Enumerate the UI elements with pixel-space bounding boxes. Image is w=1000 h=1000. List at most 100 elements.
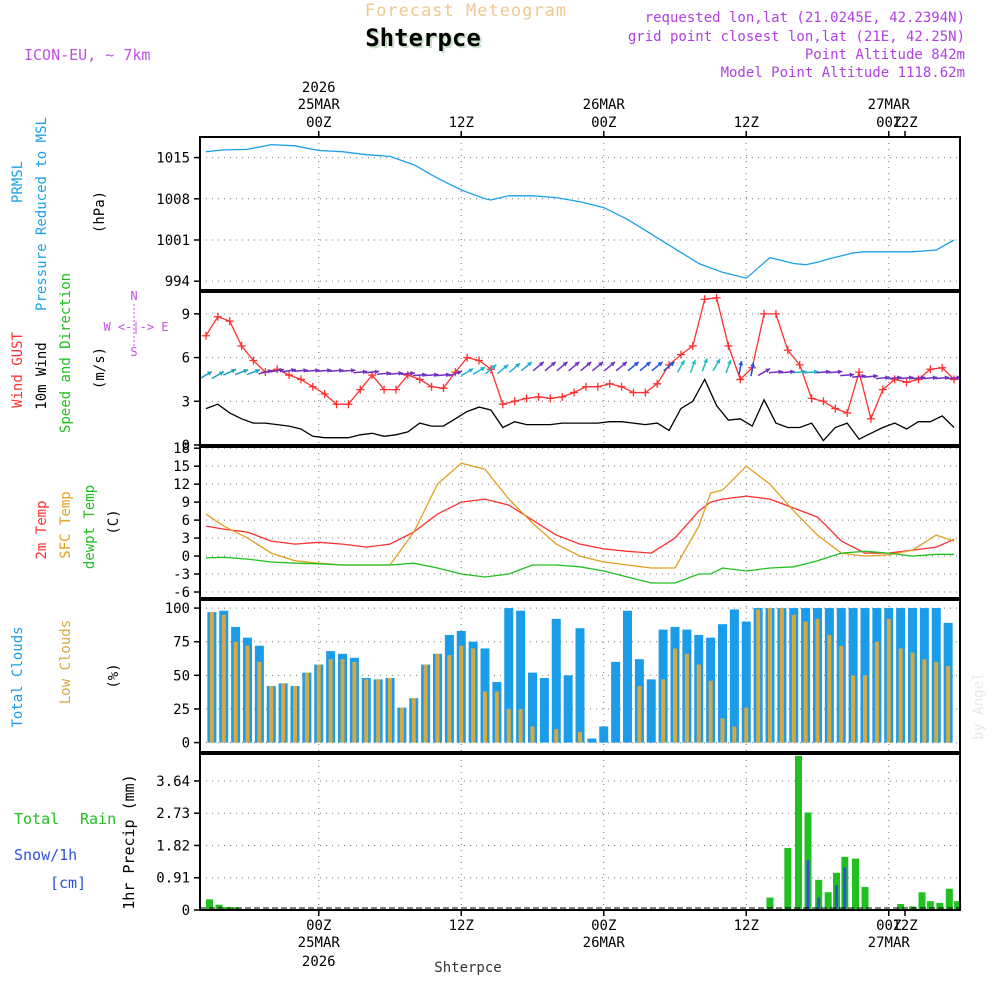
- gust-marker: [439, 384, 448, 393]
- wind-direction-arrowhead: [885, 375, 890, 381]
- bar-precip-snow-1h: [806, 860, 810, 910]
- y-tick-label: 100: [165, 601, 190, 617]
- wind-direction-arrowhead: [515, 363, 521, 368]
- top-date-label: 25MAR: [298, 97, 341, 113]
- bar-clouds-low-clouds: [233, 641, 238, 743]
- bar-clouds-low-clouds: [399, 707, 404, 743]
- gust-marker: [950, 375, 959, 384]
- wind-direction-arrowhead: [825, 369, 831, 375]
- bar-precip-total: [795, 755, 802, 910]
- gust-marker: [902, 378, 911, 387]
- gust-marker: [866, 414, 875, 423]
- wind-direction-arrowhead: [598, 361, 604, 367]
- pressure-label: PRMSL: [10, 161, 26, 203]
- point-info-line: grid point closest lon,lat (21E, 42.25N): [628, 29, 965, 45]
- total-clouds-label: Total Clouds: [10, 626, 26, 727]
- bar-clouds-low-clouds: [447, 655, 452, 743]
- precip-snow-label: Snow/1h: [14, 846, 77, 864]
- pressure-label: Pressure Reduced to MSL: [34, 117, 50, 311]
- gust-marker: [249, 356, 258, 365]
- gust-marker: [285, 371, 294, 380]
- gust-marker: [415, 375, 424, 384]
- bar-clouds-low-clouds: [411, 698, 416, 743]
- y-tick-label: 0.91: [156, 871, 190, 887]
- gust-marker: [914, 375, 923, 384]
- wind-direction-arrowhead: [586, 361, 592, 367]
- bar-precip-snow-1h: [835, 885, 838, 910]
- pressure-unit: (hPa): [92, 191, 108, 233]
- panel-frame-wind: [199, 291, 961, 446]
- bar-precip-total: [215, 904, 223, 910]
- bar-clouds-low-clouds: [744, 707, 749, 743]
- bar-clouds-low-clouds: [803, 621, 808, 743]
- wind-direction-arrowhead: [802, 369, 807, 375]
- gust-marker: [237, 341, 246, 350]
- bar-clouds-total-clouds: [551, 618, 561, 743]
- y-tick-label: 18: [173, 441, 190, 457]
- y-tick-label: 6: [182, 513, 190, 529]
- wind-direction-arrowhead: [645, 361, 651, 367]
- wind-direction-arrowhead: [218, 371, 224, 376]
- series-line-sfc-temp: [205, 462, 955, 569]
- wind-direction-arrowhead: [279, 367, 285, 373]
- precip-rain-label: Rain: [80, 810, 116, 828]
- gust-marker: [938, 363, 947, 372]
- wind-direction-arrowhead: [398, 370, 403, 376]
- bar-clouds-low-clouds: [661, 679, 666, 743]
- temp-unit: (C): [106, 509, 122, 534]
- gust-marker: [795, 360, 804, 369]
- bar-clouds-low-clouds: [423, 664, 428, 743]
- panel-frames: [199, 136, 961, 911]
- gust-marker: [819, 397, 828, 406]
- y-tick-label: -3: [173, 567, 190, 583]
- bar-clouds-low-clouds: [708, 680, 713, 743]
- bar-clouds-low-clouds: [934, 661, 939, 743]
- wind-direction-arrowhead: [350, 368, 356, 373]
- wind-direction-arrowhead: [374, 369, 380, 375]
- wind-direction-arrowhead: [480, 367, 486, 372]
- gust-marker: [629, 388, 638, 397]
- gust-label: Wind GUST: [10, 332, 26, 408]
- footer-location: Shterpce: [434, 960, 501, 976]
- bar-clouds-low-clouds: [364, 679, 369, 743]
- wind-direction-arrowhead: [920, 375, 926, 381]
- bar-clouds-low-clouds: [269, 686, 274, 743]
- bar-clouds-total-clouds: [623, 610, 632, 743]
- bar-clouds-low-clouds: [768, 608, 772, 743]
- gust-marker: [546, 394, 555, 403]
- wind-direction-arrowhead: [255, 368, 261, 374]
- compass-north: N: [130, 289, 137, 303]
- bar-clouds-low-clouds: [922, 659, 927, 743]
- bar-precip-total: [766, 897, 774, 910]
- bar-clouds-low-clouds: [304, 672, 309, 743]
- bar-precip-total: [223, 907, 231, 910]
- bar-clouds-low-clouds: [518, 708, 523, 743]
- gust-marker: [510, 397, 519, 406]
- gust-marker: [225, 317, 234, 326]
- y-tick-label: 75: [173, 635, 190, 651]
- gust-marker: [724, 341, 733, 350]
- gust-marker: [463, 353, 472, 362]
- gust-marker: [320, 390, 329, 398]
- wind-direction-arrowhead: [657, 361, 663, 367]
- top-hour-label: 00Z: [591, 115, 616, 131]
- wind-direction-arrowhead: [765, 368, 771, 373]
- bar-clouds-low-clouds: [435, 653, 440, 743]
- bar-clouds-low-clouds: [756, 609, 761, 743]
- gust-marker: [736, 375, 745, 384]
- wind-direction-arrowhead: [861, 373, 867, 379]
- gust-marker: [593, 382, 602, 391]
- bar-precip-total: [232, 907, 240, 910]
- chart-marks: [199, 143, 962, 910]
- wind-direction-arrowhead: [908, 375, 914, 381]
- y-tick-label: 1015: [156, 151, 190, 167]
- wind-direction-arrowhead: [633, 361, 639, 367]
- point-info-line: requested lon,lat (21.0245E, 42.2394N): [645, 10, 965, 26]
- bar-clouds-low-clouds: [946, 665, 951, 743]
- low-clouds-label: Low Clouds: [58, 620, 74, 704]
- gust-marker: [356, 385, 365, 394]
- forecast-subtitle: Forecast Meteogram: [365, 1, 567, 21]
- y-tick-label: 12: [173, 477, 190, 493]
- bar-precip-total: [954, 901, 962, 910]
